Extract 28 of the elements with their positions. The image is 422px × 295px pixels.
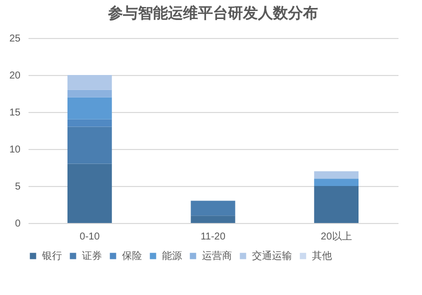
- y-tick-label: 10: [9, 144, 21, 156]
- y-tick-label: 0: [14, 218, 21, 230]
- bar: [314, 171, 359, 179]
- bar: [190, 200, 236, 216]
- bar: [67, 164, 112, 223]
- x-tick-label: 20以上: [320, 230, 352, 242]
- bar: [314, 186, 359, 223]
- y-tick-label: 20: [9, 70, 21, 82]
- bar: [67, 90, 112, 98]
- legend-label: 交通运输: [252, 250, 292, 262]
- legend-label: 运营商: [202, 250, 232, 262]
- bar: [67, 119, 112, 127]
- x-tick-label: 0-10: [80, 232, 100, 242]
- legend-label: 银行: [41, 251, 62, 262]
- legend-label: 其他: [312, 250, 332, 262]
- legend-label: 保险: [122, 250, 142, 262]
- legend-label: 证券: [82, 250, 102, 262]
- x-tick-label: 11-20: [200, 232, 226, 242]
- bar: [67, 126, 112, 164]
- legend-label: 能源: [162, 250, 182, 262]
- y-tick-label: 25: [9, 34, 21, 44]
- y-tick-label: 15: [9, 108, 21, 118]
- bar: [314, 178, 359, 186]
- bar: [190, 216, 236, 223]
- bar: [67, 97, 112, 120]
- y-tick-label: 5: [14, 182, 21, 192]
- bar: [67, 75, 112, 90]
- chart-title: 参与智能运维平台研发人数分布: [107, 4, 318, 22]
